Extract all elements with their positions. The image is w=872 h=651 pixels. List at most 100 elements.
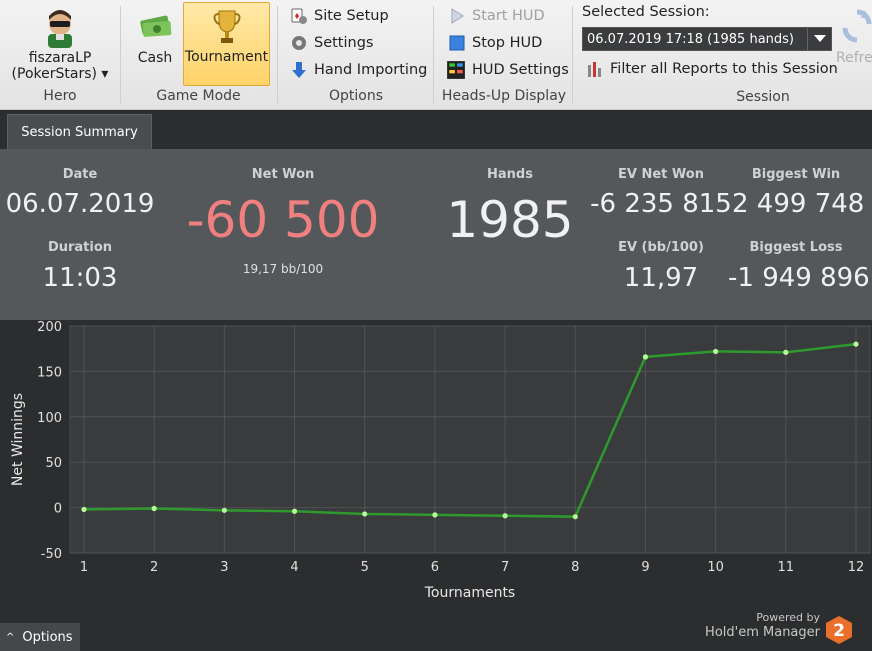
date-value: 06.07.2019 — [5, 189, 155, 219]
selected-session-label: Selected Session: — [582, 4, 710, 20]
session-group-label: Session — [736, 89, 790, 105]
y-tick-label: 200 — [37, 320, 62, 335]
session-select-value: 06.07.2019 17:18 (1985 hands) — [587, 31, 794, 47]
y-tick-label: 0 — [54, 502, 62, 517]
net-winnings-chart: -50 0 50 100 150 200 1 2 3 4 5 6 7 8 9 10 11 12 Net Winn… — [0, 320, 872, 651]
settings-button[interactable]: Settings — [290, 32, 373, 54]
site-setup-icon — [291, 8, 307, 24]
hud-group-label: Heads-Up Display — [441, 88, 567, 104]
x-tick-label: 7 — [501, 560, 509, 575]
svg-text:2: 2 — [833, 621, 845, 641]
tournament-button[interactable]: Tournament — [183, 2, 270, 86]
data-point — [362, 511, 368, 517]
ev-bb100-label: EV (bb/100) — [618, 240, 704, 255]
filter-reports-label: Filter all Reports to this Session — [610, 61, 838, 77]
trophy-icon — [213, 10, 241, 43]
x-tick-label: 5 — [361, 560, 369, 575]
x-tick-label: 1 — [80, 560, 88, 575]
ribbon-separator — [277, 6, 278, 104]
chevron-down-icon[interactable] — [807, 28, 831, 50]
hero-avatar-icon[interactable] — [38, 4, 82, 48]
refresh-icon[interactable] — [842, 8, 872, 44]
options-toggle-button[interactable]: ^ Options — [0, 623, 80, 651]
hero-name: fiszaraLP — [28, 50, 92, 66]
chart-grid — [70, 325, 870, 554]
y-tick-label: -50 — [41, 547, 62, 562]
settings-label: Settings — [314, 35, 374, 51]
series-line — [83, 342, 857, 518]
biggest-win-value: 2 499 748 — [732, 189, 865, 219]
x-tick-label: 9 — [641, 560, 649, 575]
x-tick-label: 10 — [707, 560, 724, 575]
start-hud-button[interactable]: Start HUD — [448, 5, 545, 27]
stop-icon — [449, 35, 465, 51]
refresh-label[interactable]: Refre — [836, 50, 872, 66]
hands-value: 1985 — [446, 191, 574, 249]
data-point — [853, 341, 859, 347]
x-tick-label: 8 — [571, 560, 579, 575]
bb100-value: 19,17 bb/100 — [242, 262, 324, 276]
hud-group: Start HUD Stop HUD HUD Settings Heads-Up… — [434, 0, 574, 108]
duration-label: Duration — [47, 240, 113, 255]
hand-importing-button[interactable]: Hand Importing — [290, 59, 427, 81]
options-group: Site Setup Settings Hand Importing Optio… — [278, 0, 434, 108]
biggest-loss-value: -1 949 896 — [728, 263, 870, 293]
data-point — [81, 506, 87, 513]
data-point — [432, 512, 438, 518]
cash-button[interactable]: Cash — [127, 2, 183, 86]
y-tick-labels: -50 0 50 100 150 200 — [37, 320, 62, 562]
filter-icon — [588, 62, 601, 77]
session-summary-panel: Date 06.07.2019 Duration 11:03 Net Won -… — [0, 149, 872, 320]
net-won-value: -60 500 — [186, 191, 380, 249]
data-point — [151, 505, 157, 512]
data-point — [713, 348, 719, 355]
duration-value: 11:03 — [42, 263, 118, 293]
hero-group-label: Hero — [43, 88, 77, 104]
ev-net-won-label: EV Net Won — [618, 167, 704, 182]
powered-by-text: Powered by — [756, 611, 820, 624]
site-setup-label: Site Setup — [314, 8, 389, 24]
play-icon — [451, 8, 464, 24]
ribbon: fiszaraLP (PokerStars) ▾ Hero Cash Tourn… — [0, 0, 872, 110]
game-mode-group-label: Game Mode — [156, 88, 241, 104]
ev-bb100-value: 11,97 — [623, 263, 699, 293]
y-tick-label: 50 — [45, 456, 62, 471]
cash-label: Cash — [137, 50, 173, 66]
hud-settings-label: HUD Settings — [472, 62, 569, 78]
options-group-label: Options — [328, 88, 384, 104]
product-name: Hold'em Manager — [705, 625, 820, 640]
y-axis-label: Net Winnings — [10, 393, 26, 486]
x-tick-label: 4 — [290, 560, 298, 575]
tournament-label: Tournament — [184, 49, 269, 65]
plot-area — [69, 325, 871, 554]
filter-reports-button[interactable]: Filter all Reports to this Session — [586, 58, 838, 80]
stop-hud-label: Stop HUD — [472, 35, 543, 51]
holdem-manager-logo-icon: 2 — [826, 616, 852, 644]
y-tick-label: 150 — [37, 365, 62, 380]
stop-hud-button[interactable]: Stop HUD — [448, 32, 542, 54]
start-hud-label: Start HUD — [472, 8, 545, 24]
net-won-label: Net Won — [251, 167, 315, 182]
ev-net-won-value: -6 235 815 — [590, 189, 732, 219]
cash-icon — [140, 15, 172, 37]
hero-selector[interactable]: fiszaraLP (PokerStars) ▾ — [0, 50, 120, 82]
data-point — [572, 514, 578, 520]
hud-settings-button[interactable]: HUD Settings — [446, 59, 569, 81]
site-setup-button[interactable]: Site Setup — [290, 5, 389, 27]
session-select[interactable]: 06.07.2019 17:18 (1985 hands) — [582, 27, 832, 51]
x-tick-label: 3 — [220, 560, 228, 575]
date-label: Date — [62, 167, 98, 182]
game-mode-group: Cash Tournament Game Mode — [121, 0, 276, 108]
data-point — [221, 507, 227, 513]
options-label: Options — [22, 629, 73, 645]
x-tick-label: 11 — [778, 560, 795, 575]
tab-session-summary[interactable]: Session Summary — [7, 114, 152, 150]
data-point — [642, 354, 649, 360]
data-point — [783, 349, 789, 355]
series-points — [81, 341, 859, 520]
hand-importing-label: Hand Importing — [314, 62, 428, 78]
x-axis-label: Tournaments — [424, 585, 515, 601]
y-tick-label: 100 — [37, 411, 62, 426]
hero-group: fiszaraLP (PokerStars) ▾ Hero — [0, 0, 120, 108]
